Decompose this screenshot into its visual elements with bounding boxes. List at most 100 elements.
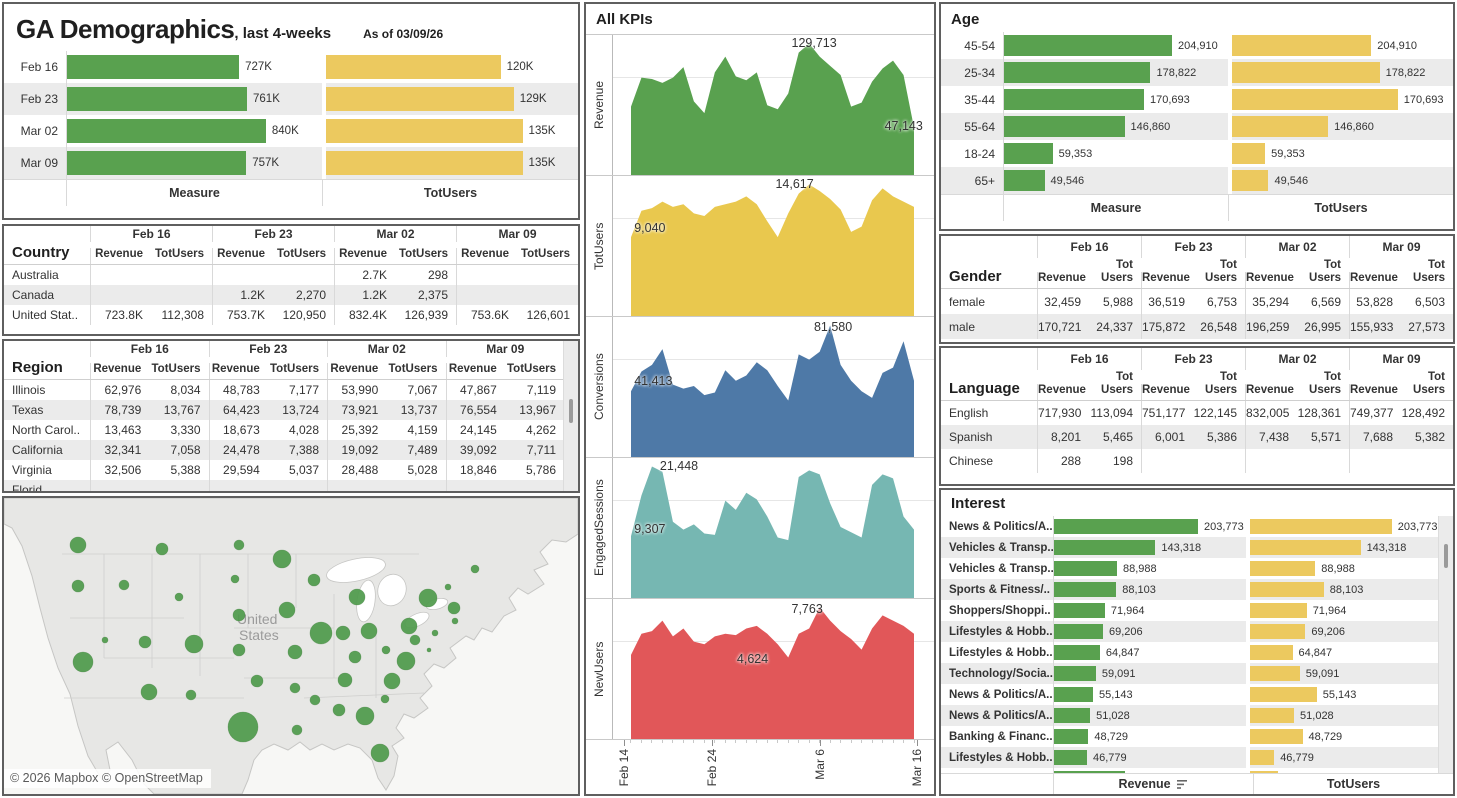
value-cell[interactable] [1349, 449, 1401, 473]
value-cell[interactable]: 13,967 [519, 403, 556, 417]
map-bubble[interactable] [335, 625, 351, 641]
value-cell[interactable] [1297, 449, 1349, 473]
value-cell[interactable] [445, 480, 505, 491]
value-cell[interactable]: 6,569 [1310, 294, 1341, 309]
measure-bar[interactable] [1004, 143, 1053, 164]
value-cell[interactable] [273, 265, 334, 285]
measure-bar[interactable] [67, 150, 247, 176]
map-bubble[interactable] [451, 617, 459, 625]
value-cell[interactable]: 1.2K [212, 285, 273, 305]
panel-map[interactable]: United States © 2026 Mapbox © OpenStreetM… [2, 496, 580, 796]
map-bubble[interactable] [396, 651, 416, 671]
map-bubble[interactable] [233, 539, 245, 551]
value-cell[interactable] [386, 480, 445, 491]
value-cell[interactable]: 155,933 [1349, 314, 1401, 339]
value-cell[interactable]: 6,753 [1206, 294, 1237, 309]
value-cell[interactable]: 6,001 [1141, 425, 1193, 449]
value-cell[interactable]: 5,465 [1102, 430, 1133, 444]
value-cell[interactable]: 1.2K [334, 285, 395, 305]
totusers-bar[interactable] [1250, 686, 1317, 703]
map-bubble[interactable] [332, 703, 346, 717]
totusers-bar[interactable] [1232, 116, 1329, 137]
value-cell[interactable]: 13,767 [163, 403, 201, 417]
value-cell[interactable]: 4,262 [525, 423, 556, 437]
totusers-bar[interactable] [326, 86, 514, 112]
totusers-bar[interactable] [1250, 560, 1316, 577]
value-cell[interactable]: 198 [1112, 454, 1133, 468]
measure-bar[interactable] [1054, 623, 1103, 640]
map-bubble[interactable] [184, 634, 204, 654]
value-cell[interactable]: 24,145 [445, 420, 505, 440]
value-cell[interactable]: 832.4K [334, 305, 395, 325]
value-cell[interactable]: 6,503 [1414, 294, 1445, 309]
value-cell[interactable]: 196,259 [1245, 314, 1297, 339]
value-cell[interactable] [456, 265, 517, 285]
kpi-area-totusers[interactable] [631, 184, 914, 316]
map-bubble[interactable] [470, 564, 480, 574]
totusers-bar[interactable] [1250, 707, 1295, 724]
value-cell[interactable]: 753.6K [456, 305, 517, 325]
value-cell[interactable] [517, 285, 578, 305]
value-cell[interactable]: 73,921 [327, 400, 386, 420]
value-cell[interactable]: 113,094 [1090, 406, 1134, 420]
value-cell[interactable]: 29,594 [208, 460, 268, 480]
value-cell[interactable]: 298 [427, 268, 448, 282]
map-bubble[interactable] [309, 621, 333, 645]
value-cell[interactable]: 26,995 [1304, 319, 1341, 334]
map-bubble[interactable] [370, 743, 390, 763]
value-cell[interactable]: 32,506 [90, 460, 149, 480]
sort-descending-icon[interactable] [1176, 779, 1189, 790]
region-scrollbar-track[interactable] [563, 341, 578, 491]
value-cell[interactable]: 2,375 [417, 288, 448, 302]
map-bubble[interactable] [287, 644, 303, 660]
map-bubble[interactable] [418, 588, 438, 608]
map-bubble[interactable] [380, 694, 390, 704]
interest-scrollbar-track[interactable] [1438, 516, 1453, 774]
value-cell[interactable]: 5,386 [1206, 430, 1237, 444]
value-cell[interactable]: 5,571 [1310, 430, 1341, 444]
value-cell[interactable]: 8,201 [1037, 425, 1089, 449]
value-cell[interactable] [151, 265, 212, 285]
map-bubble[interactable] [431, 629, 439, 637]
totusers-bar[interactable] [1250, 623, 1306, 640]
value-cell[interactable]: 7,711 [526, 443, 556, 457]
value-cell[interactable] [90, 480, 149, 491]
totusers-bar[interactable] [326, 150, 523, 176]
value-cell[interactable]: 53,990 [327, 380, 386, 400]
map-bubble[interactable] [381, 645, 391, 655]
value-cell[interactable]: 26,548 [1200, 319, 1237, 334]
measure-bar[interactable] [67, 86, 248, 112]
map-bubble[interactable] [230, 574, 240, 584]
map-bubble[interactable] [185, 689, 197, 701]
value-cell[interactable]: 4,159 [407, 423, 438, 437]
value-cell[interactable]: 27,573 [1408, 319, 1445, 334]
totusers-bar[interactable] [1232, 170, 1269, 191]
value-cell[interactable]: 5,786 [525, 463, 556, 477]
value-cell[interactable]: 753.7K [212, 305, 273, 325]
value-cell[interactable]: 62,976 [90, 380, 149, 400]
map-bubble[interactable] [348, 588, 366, 606]
value-cell[interactable] [1245, 449, 1297, 473]
map-bubble[interactable] [337, 672, 353, 688]
measure-bar[interactable] [1004, 170, 1045, 191]
measure-bar[interactable] [1054, 665, 1096, 682]
totusers-bar[interactable] [1232, 35, 1372, 56]
kpi-area-newusers[interactable] [631, 607, 914, 739]
map-bubble[interactable] [289, 682, 301, 694]
value-cell[interactable]: 7,067 [407, 383, 438, 397]
measure-bar[interactable] [1054, 728, 1089, 745]
value-cell[interactable] [151, 285, 212, 305]
totusers-bar[interactable] [326, 118, 523, 144]
map-bubble[interactable] [232, 608, 246, 622]
value-cell[interactable]: 126,939 [404, 308, 448, 322]
value-cell[interactable]: 751,177 [1141, 401, 1193, 425]
measure-bar[interactable] [1054, 707, 1091, 724]
map-bubble[interactable] [69, 536, 87, 554]
value-cell[interactable] [517, 265, 578, 285]
totusers-bar[interactable] [1232, 62, 1380, 83]
value-cell[interactable]: 7,119 [526, 383, 556, 397]
value-cell[interactable]: 13,463 [90, 420, 149, 440]
value-cell[interactable]: 28,488 [327, 460, 386, 480]
value-cell[interactable]: 126,601 [526, 308, 570, 322]
measure-bar[interactable] [1054, 602, 1105, 619]
